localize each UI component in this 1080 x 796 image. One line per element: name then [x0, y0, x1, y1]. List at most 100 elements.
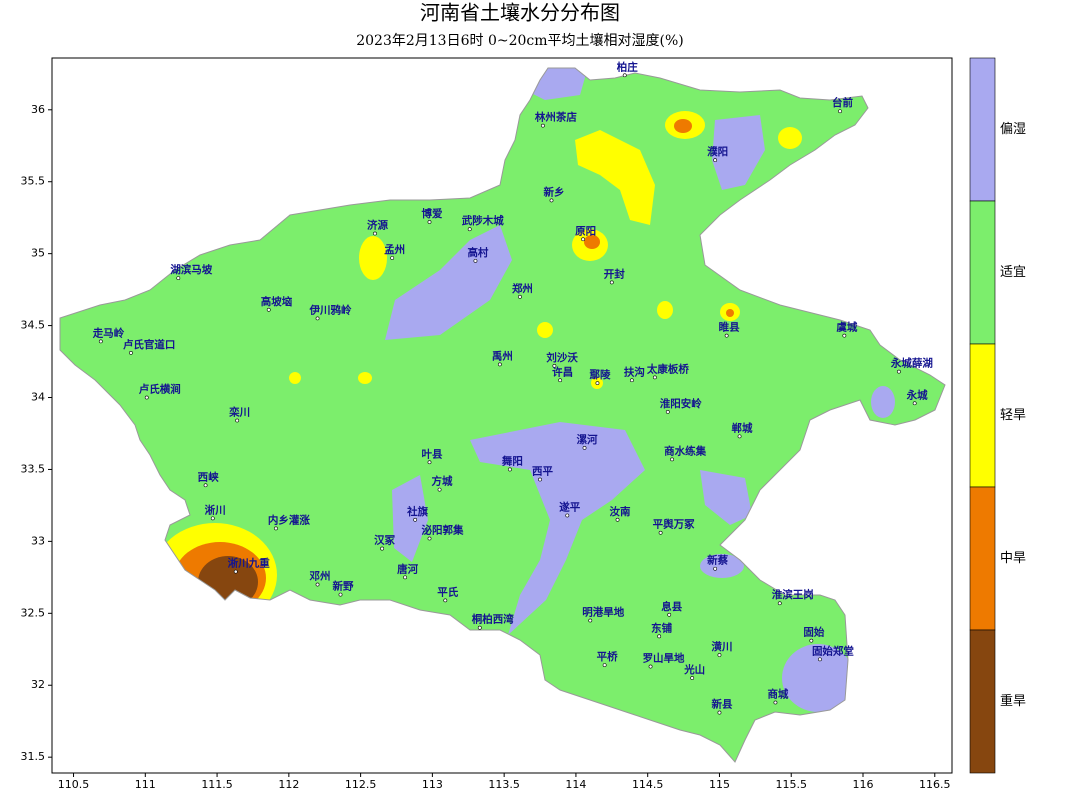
station-label: 汉冢 [374, 534, 395, 547]
y-tick-label: 34 [31, 391, 45, 404]
axes: 110.5 111 111.5 112 112.5 113 113.5 114 114.5 115… [21, 103, 951, 791]
station-label: 武陟木城 [462, 214, 504, 227]
station-label: 刘沙沃 [546, 351, 578, 364]
station-label: 卢氏横涧 [139, 383, 181, 396]
station-label: 高坡垴 [261, 295, 293, 308]
station-label: 柏庄 [617, 60, 638, 73]
x-tick-label: 113 [422, 778, 443, 791]
station-label: 新县 [711, 698, 732, 711]
station-dot [818, 657, 822, 662]
x-tick-label: 116.5 [919, 778, 951, 791]
station-dot [443, 598, 448, 603]
station-label: 孟州 [384, 244, 405, 256]
station-label: 永城薛湖 [890, 357, 933, 370]
region-wet [700, 554, 744, 578]
region-light-drought [575, 130, 655, 225]
station-label: 博爱 [422, 207, 443, 220]
station-label: 平氏 [437, 585, 458, 598]
station-dot [233, 569, 238, 574]
region-light-drought [359, 236, 387, 280]
station-dot [717, 653, 722, 657]
y-tick-label: 31.5 [21, 750, 46, 763]
region-light-drought [657, 301, 673, 319]
station-dot [773, 700, 778, 705]
station-label: 睢县 [719, 321, 740, 334]
x-tick-label: 115 [709, 778, 730, 791]
region-light-drought [289, 372, 301, 384]
station-dot [657, 634, 662, 639]
station-dot [373, 231, 377, 236]
y-tick-label: 32.5 [21, 606, 46, 619]
station-dot [403, 575, 408, 580]
station-dot [809, 638, 814, 643]
station-dot [630, 378, 634, 383]
station-label: 潢川 [711, 640, 732, 653]
station-label: 遂平 [559, 500, 580, 513]
station-label: 固始 [803, 626, 824, 639]
station-label: 东铺 [651, 621, 672, 634]
station-label: 社旗 [406, 505, 428, 518]
x-tick-label: 114 [565, 778, 586, 791]
x-tick-label: 110.5 [58, 778, 90, 791]
station-label: 栾川 [228, 406, 250, 419]
station-label: 原阳 [575, 225, 596, 237]
station-dot [842, 333, 847, 338]
station-label: 淮阳安岭 [660, 397, 702, 410]
station-label: 虞城 [836, 321, 857, 334]
station-dot [437, 487, 442, 492]
station-label: 新乡 [544, 185, 565, 198]
station-dot [717, 710, 722, 715]
station-dot [413, 517, 418, 522]
region-wet [520, 68, 590, 100]
x-tick-label: 114.5 [632, 778, 664, 791]
station-dot [652, 375, 657, 380]
region-wet [782, 644, 854, 712]
station-dot [602, 663, 607, 668]
y-tick-label: 35.5 [21, 175, 46, 188]
station-label: 走马岭 [92, 326, 125, 339]
station-dot [541, 123, 545, 128]
legend-label: 偏湿 [1000, 122, 1026, 137]
station-dot [838, 109, 842, 114]
legend-swatch [969, 629, 996, 774]
station-dot [667, 612, 672, 617]
station-dot [609, 280, 614, 285]
station-dot [581, 237, 586, 242]
station-dot [473, 258, 478, 263]
station-dot [467, 227, 472, 232]
station-label: 新野 [333, 580, 354, 593]
station-dot [203, 483, 208, 488]
station-label: 郸城 [732, 421, 753, 434]
y-tick-label: 33.5 [21, 462, 46, 475]
station-dot [558, 378, 563, 383]
y-tick-label: 35 [31, 247, 45, 260]
legend-swatch [969, 486, 996, 631]
station-dot [896, 369, 901, 374]
legend-label: 轻旱 [1000, 408, 1026, 423]
map-frame [51, 57, 953, 774]
station-dot [338, 592, 343, 597]
station-dot [315, 316, 320, 321]
station-dot [507, 467, 512, 472]
station-dot [129, 351, 133, 355]
y-tick-label: 33 [31, 534, 45, 547]
region-wet [700, 470, 752, 525]
station-label: 鄢陵 [588, 368, 610, 381]
station-label: 漯河 [577, 433, 598, 446]
legend-label: 适宜 [1000, 265, 1026, 280]
region-wet [712, 115, 765, 190]
station-label: 桐柏西湾 [472, 613, 514, 626]
title: 河南省土壤水分分布图 [420, 1, 620, 25]
station-dot [615, 517, 620, 522]
station-label: 西峡 [198, 470, 219, 483]
station-dot [549, 198, 554, 203]
station-label: 舞阳 [501, 454, 523, 467]
station-dot [648, 664, 653, 669]
station-dot [552, 363, 557, 368]
station-dot [588, 618, 593, 623]
region-wet [871, 386, 895, 418]
station-label: 扶沟 [624, 365, 645, 378]
station-dot [737, 434, 742, 439]
legend-swatch [969, 57, 996, 202]
legend-swatch [969, 200, 996, 345]
